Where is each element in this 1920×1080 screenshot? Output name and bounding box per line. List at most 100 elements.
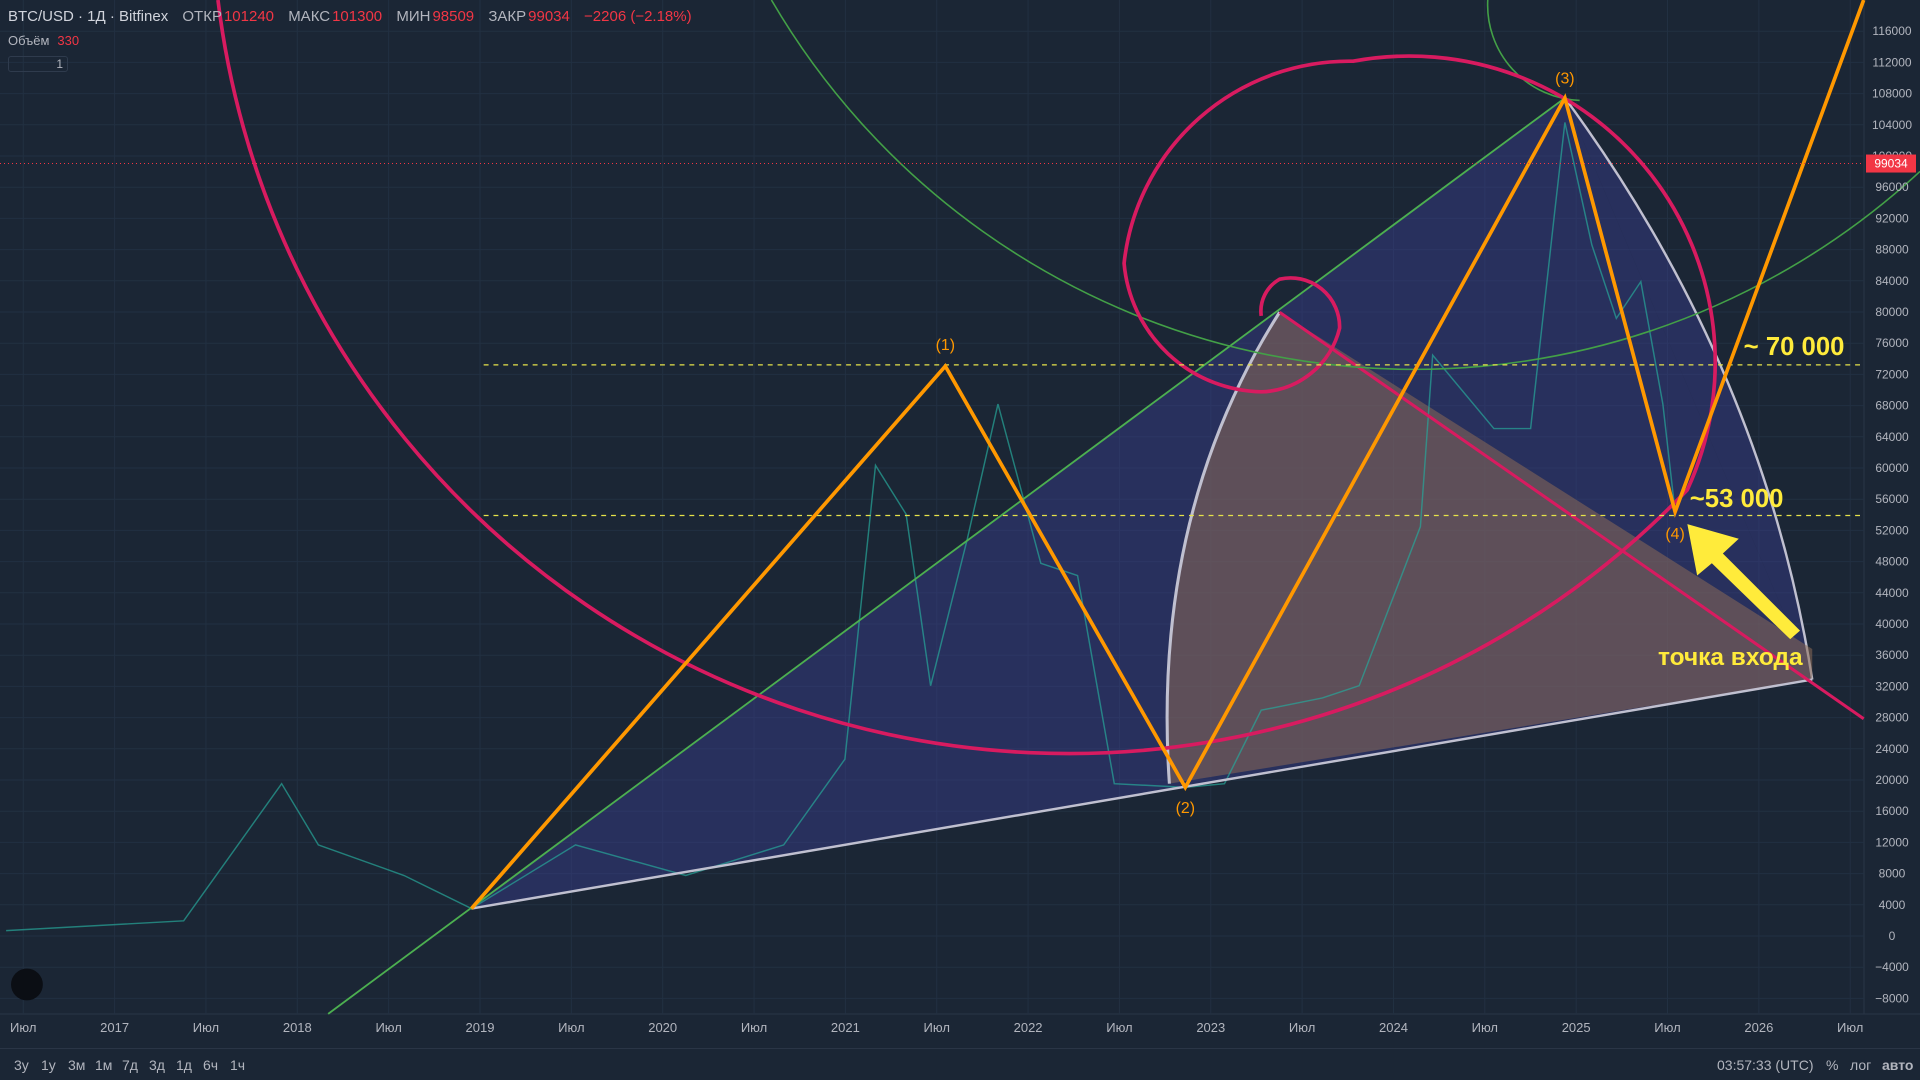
- green-circle: [770, 0, 1920, 371]
- symbol[interactable]: BTC/USD · 1Д · Bitfinex: [8, 8, 169, 25]
- price-tick-label: 92000: [1875, 211, 1909, 225]
- last-price-tag: [1866, 154, 1916, 173]
- range-button[interactable]: 1м: [95, 1057, 113, 1073]
- time-tick-label: 2021: [831, 1020, 860, 1035]
- time-tick-label: Июл: [741, 1020, 767, 1035]
- price-tick-label: 24000: [1875, 742, 1909, 756]
- symbol-header: BTC/USD · 1Д · Bitfinex ОТКР 101240 МАКС 1…: [8, 8, 702, 25]
- time-tick-label: 2023: [1196, 1020, 1225, 1035]
- range-button[interactable]: 7д: [122, 1057, 138, 1073]
- price-axis-bg: [1864, 0, 1920, 1048]
- price-tick-label: 76000: [1875, 336, 1909, 350]
- drawings: (1) (2) (3) (4) ~ 70 000 ~53 000 точка в…: [6, 0, 1920, 1015]
- price-tick-label: −4000: [1875, 960, 1909, 974]
- price-tick-label: −8000: [1875, 991, 1909, 1005]
- level-label: ~ 70 000: [1744, 333, 1845, 361]
- price-tick-label: 104000: [1872, 118, 1912, 132]
- range-button[interactable]: 3д: [149, 1057, 165, 1073]
- time-tick-label: 2018: [283, 1020, 312, 1035]
- chart: (1) (2) (3) (4) ~ 70 000 ~53 000 точка в…: [0, 0, 1920, 1048]
- price-tick-label: 80000: [1875, 305, 1909, 319]
- price-tick-label: 12000: [1875, 835, 1909, 849]
- time-tick-label: 2026: [1744, 1020, 1773, 1035]
- price-tick-label: 44000: [1875, 586, 1909, 600]
- time-tick-label: Июл: [10, 1020, 36, 1035]
- price-tick-label: 88000: [1875, 243, 1909, 257]
- bottom-toolbar: 3у 1у 3м 1м 7д 3д 1д 6ч 1ч 03:57:33 (UTC)% лог авто: [0, 1048, 1920, 1080]
- entry-label: точка входа: [1658, 644, 1803, 671]
- low: 98509: [432, 8, 475, 25]
- wave-label: (4): [1665, 526, 1684, 543]
- price-tick-label: 108000: [1872, 87, 1912, 101]
- time-tick-label: Июл: [924, 1020, 950, 1035]
- wave-lines: [470, 0, 1866, 910]
- volume-legend: Объём 330: [8, 33, 79, 48]
- close-label: ЗАКР: [488, 8, 527, 25]
- support-line: [471, 678, 1813, 910]
- price-tick-label: 112000: [1872, 55, 1911, 69]
- price-tick-label: 60000: [1875, 461, 1909, 475]
- price-tick-label: 0: [1889, 929, 1896, 943]
- brown-zone: [1167, 312, 1813, 784]
- price-tick-label: 84000: [1875, 274, 1909, 288]
- wave-label: (1): [936, 337, 955, 354]
- range-button[interactable]: 3у: [14, 1057, 29, 1073]
- price-tick-label: 16000: [1875, 804, 1909, 818]
- price-tick-label: 36000: [1875, 648, 1909, 662]
- time-tick-label: Июл: [1106, 1020, 1132, 1035]
- price-tick-label: 40000: [1875, 617, 1909, 631]
- high-label: МАКС: [288, 8, 331, 25]
- price-tick-label: 4000: [1879, 898, 1906, 912]
- range-button[interactable]: 3м: [68, 1057, 86, 1073]
- time-tick-label: Июл: [193, 1020, 219, 1035]
- time-tick-label: 2022: [1014, 1020, 1043, 1035]
- time-tick-label: Июл: [558, 1020, 584, 1035]
- volume-label: Объём: [8, 33, 50, 48]
- volume: 330: [57, 33, 80, 48]
- price-tick-label: 72000: [1875, 367, 1909, 381]
- logo[interactable]: [11, 968, 43, 1001]
- open: 101240: [223, 8, 275, 25]
- price-tick-label: 96000: [1875, 180, 1909, 194]
- time-tick-label: Июл: [1837, 1020, 1863, 1035]
- range-button[interactable]: 1у: [41, 1057, 56, 1073]
- price-tick-label: 48000: [1875, 555, 1909, 569]
- high: 101300: [332, 8, 383, 25]
- arc: [1165, 311, 1281, 784]
- range-button[interactable]: 1д: [176, 1057, 192, 1073]
- price-tick-label: 28000: [1875, 711, 1909, 725]
- time-tick-label: 2017: [100, 1020, 129, 1035]
- last-price-label: 99034: [1874, 157, 1908, 171]
- wave-label: (3): [1555, 70, 1574, 87]
- price-tick-label: 68000: [1875, 399, 1909, 413]
- arrow: [1687, 524, 1801, 640]
- price-tick-label: 20000: [1875, 773, 1909, 787]
- percent-toggle[interactable]: %: [1826, 1057, 1839, 1073]
- price-tick-label: 32000: [1875, 679, 1909, 693]
- auto-toggle[interactable]: авто: [1882, 1057, 1914, 1073]
- range-button[interactable]: 6ч: [203, 1057, 219, 1073]
- change: −2206 (−2.18%): [584, 8, 692, 25]
- time-tick-label: Июл: [375, 1020, 401, 1035]
- time-tick-label: Июл: [1654, 1020, 1680, 1035]
- price-tick-label: 8000: [1879, 867, 1906, 881]
- log-toggle[interactable]: лог: [1850, 1057, 1872, 1073]
- time-tick-label: 2020: [648, 1020, 677, 1035]
- time-tick-label: 2019: [466, 1020, 495, 1035]
- indicator-toggle[interactable]: 1: [8, 56, 68, 72]
- low-label: МИН: [396, 8, 431, 25]
- price-tick-label: 56000: [1875, 492, 1909, 506]
- green-line: [327, 97, 1566, 1015]
- range-button[interactable]: 1ч: [230, 1057, 246, 1073]
- time-tick-label: 2024: [1379, 1020, 1408, 1035]
- time-tick-label: Июл: [1472, 1020, 1498, 1035]
- price-tick-label: 64000: [1875, 430, 1909, 444]
- price-sketch: [6, 122, 1676, 932]
- wave-label: (2): [1176, 800, 1195, 817]
- time-tick-label: Июл: [1289, 1020, 1315, 1035]
- open-label: ОТКР: [182, 8, 222, 25]
- close: 99034: [528, 8, 570, 25]
- level-label: ~53 000: [1690, 485, 1784, 513]
- clock: 03:57:33 (UTC): [1717, 1057, 1814, 1073]
